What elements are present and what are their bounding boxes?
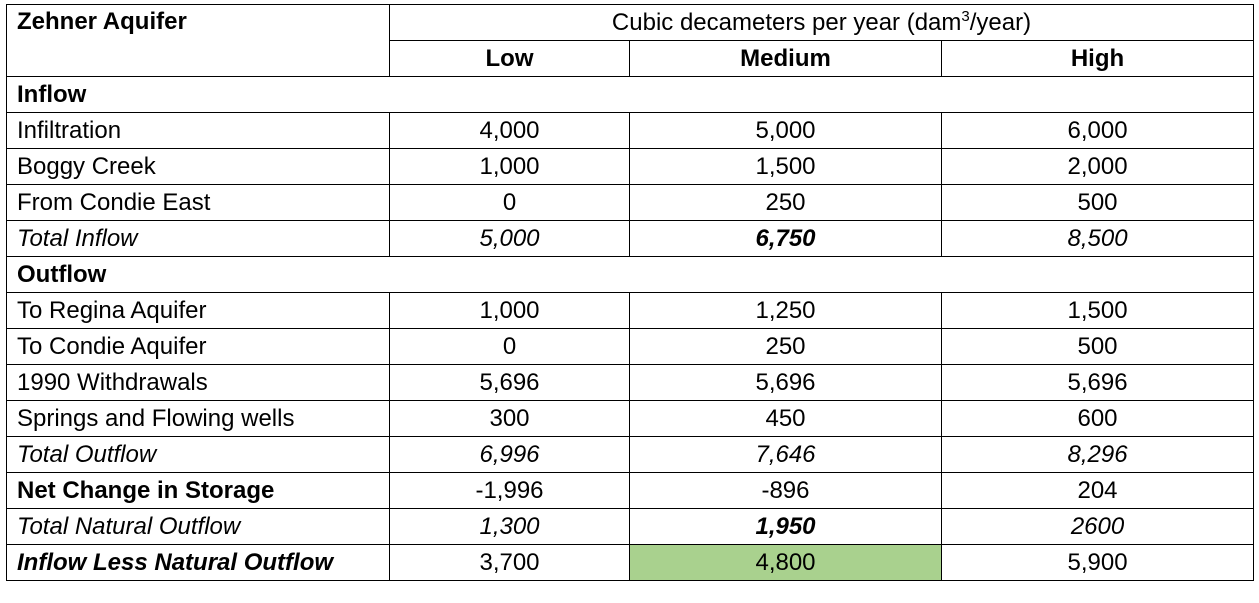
- value-cell: 1,950: [629, 508, 942, 545]
- unit-superscript: 3: [961, 7, 970, 25]
- table-row: Inflow Less Natural Outflow 3,700 4,800 5,9…: [6, 544, 1255, 581]
- unit-suffix: /year): [969, 8, 1032, 36]
- table-row: To Regina Aquifer 1,000 1,250 1,500: [6, 292, 1255, 329]
- value-cell: 8,500: [940, 220, 1255, 257]
- value-cell: 5,696: [629, 364, 942, 401]
- row-label: To Regina Aquifer: [6, 292, 390, 329]
- value-cell: 0: [389, 328, 630, 365]
- value-cell: 1,300: [389, 508, 630, 545]
- row-label: 1990 Withdrawals: [6, 364, 390, 401]
- value-cell: 250: [629, 184, 942, 221]
- unit-header: Cubic decameters per year (dam3/year): [388, 4, 1255, 41]
- value-cell: 2,000: [940, 148, 1255, 185]
- table-row: Total Outflow 6,996 7,646 8,296: [6, 436, 1255, 473]
- row-label: Total Natural Outflow: [6, 508, 390, 545]
- value-cell: 300: [389, 400, 630, 437]
- value-cell: 450: [629, 400, 942, 437]
- table-row: Outflow: [5, 256, 1255, 293]
- row-label: To Condie Aquifer: [6, 328, 390, 365]
- value-cell: 5,000: [389, 220, 630, 257]
- value-cell: 4,800: [629, 544, 942, 581]
- row-label: Total Inflow: [6, 220, 390, 257]
- value-cell: 3,700: [389, 544, 630, 581]
- value-cell: 1,000: [389, 292, 630, 329]
- table-row: Boggy Creek 1,000 1,500 2,000: [6, 148, 1255, 185]
- header-row-2: Low Medium High: [7, 40, 1255, 77]
- row-label: From Condie East: [6, 184, 390, 221]
- column-header-high: High: [940, 40, 1255, 77]
- value-cell: 1,500: [940, 292, 1255, 329]
- value-cell: 1,000: [389, 148, 630, 185]
- table-row: Total Natural Outflow 1,300 1,950 2600: [6, 508, 1255, 545]
- value-cell: 600: [940, 400, 1255, 437]
- column-header-medium: Medium: [629, 40, 942, 77]
- value-cell: 1,250: [629, 292, 942, 329]
- value-cell: 500: [940, 184, 1255, 221]
- value-cell: 5,900: [940, 544, 1255, 581]
- value-cell: 6,750: [629, 220, 942, 257]
- value-cell: 5,696: [940, 364, 1255, 401]
- table-row: Total Inflow 5,000 6,750 8,500: [6, 220, 1255, 257]
- aquifer-budget-table: Zehner Aquifer Cubic decameters per year…: [5, 4, 1255, 581]
- value-cell: 5,000: [629, 112, 942, 149]
- table-row: From Condie East 0 250 500: [6, 184, 1255, 221]
- value-cell: 250: [629, 328, 942, 365]
- value-cell: -1,996: [389, 472, 630, 509]
- header-row-1: Zehner Aquifer Cubic decameters per year…: [6, 4, 1255, 77]
- value-cell: 500: [940, 328, 1255, 365]
- table-row: Springs and Flowing wells 300 450 600: [6, 400, 1255, 437]
- value-cell: 7,646: [629, 436, 942, 473]
- table-row: Inflow: [5, 76, 1255, 113]
- table-row: To Condie Aquifer 0 250 500: [6, 328, 1255, 365]
- section-heading: Inflow: [5, 76, 1255, 113]
- row-label: Springs and Flowing wells: [6, 400, 390, 437]
- table-row: Net Change in Storage -1,996 -896 204: [6, 472, 1255, 509]
- value-cell: 8,296: [940, 436, 1255, 473]
- value-cell: 6,996: [389, 436, 630, 473]
- value-cell: -896: [629, 472, 942, 509]
- row-label: Net Change in Storage: [6, 472, 390, 509]
- section-heading: Outflow: [5, 256, 1255, 293]
- value-cell: 204: [940, 472, 1255, 509]
- row-label: Infiltration: [6, 112, 390, 149]
- unit-prefix: Cubic decameters per year (dam: [611, 8, 962, 36]
- row-label: Total Outflow: [6, 436, 390, 473]
- table-row: 1990 Withdrawals 5,696 5,696 5,696: [6, 364, 1255, 401]
- value-cell: 5,696: [389, 364, 630, 401]
- table-row: Infiltration 4,000 5,000 6,000: [6, 112, 1255, 149]
- row-label: Inflow Less Natural Outflow: [6, 544, 390, 581]
- value-cell: 6,000: [940, 112, 1255, 149]
- row-label: Boggy Creek: [6, 148, 390, 185]
- value-cell: 2600: [940, 508, 1255, 545]
- table-title: Zehner Aquifer: [6, 4, 390, 77]
- column-header-low: Low: [389, 40, 630, 77]
- value-cell: 4,000: [389, 112, 630, 149]
- value-cell: 0: [389, 184, 630, 221]
- value-cell: 1,500: [629, 148, 942, 185]
